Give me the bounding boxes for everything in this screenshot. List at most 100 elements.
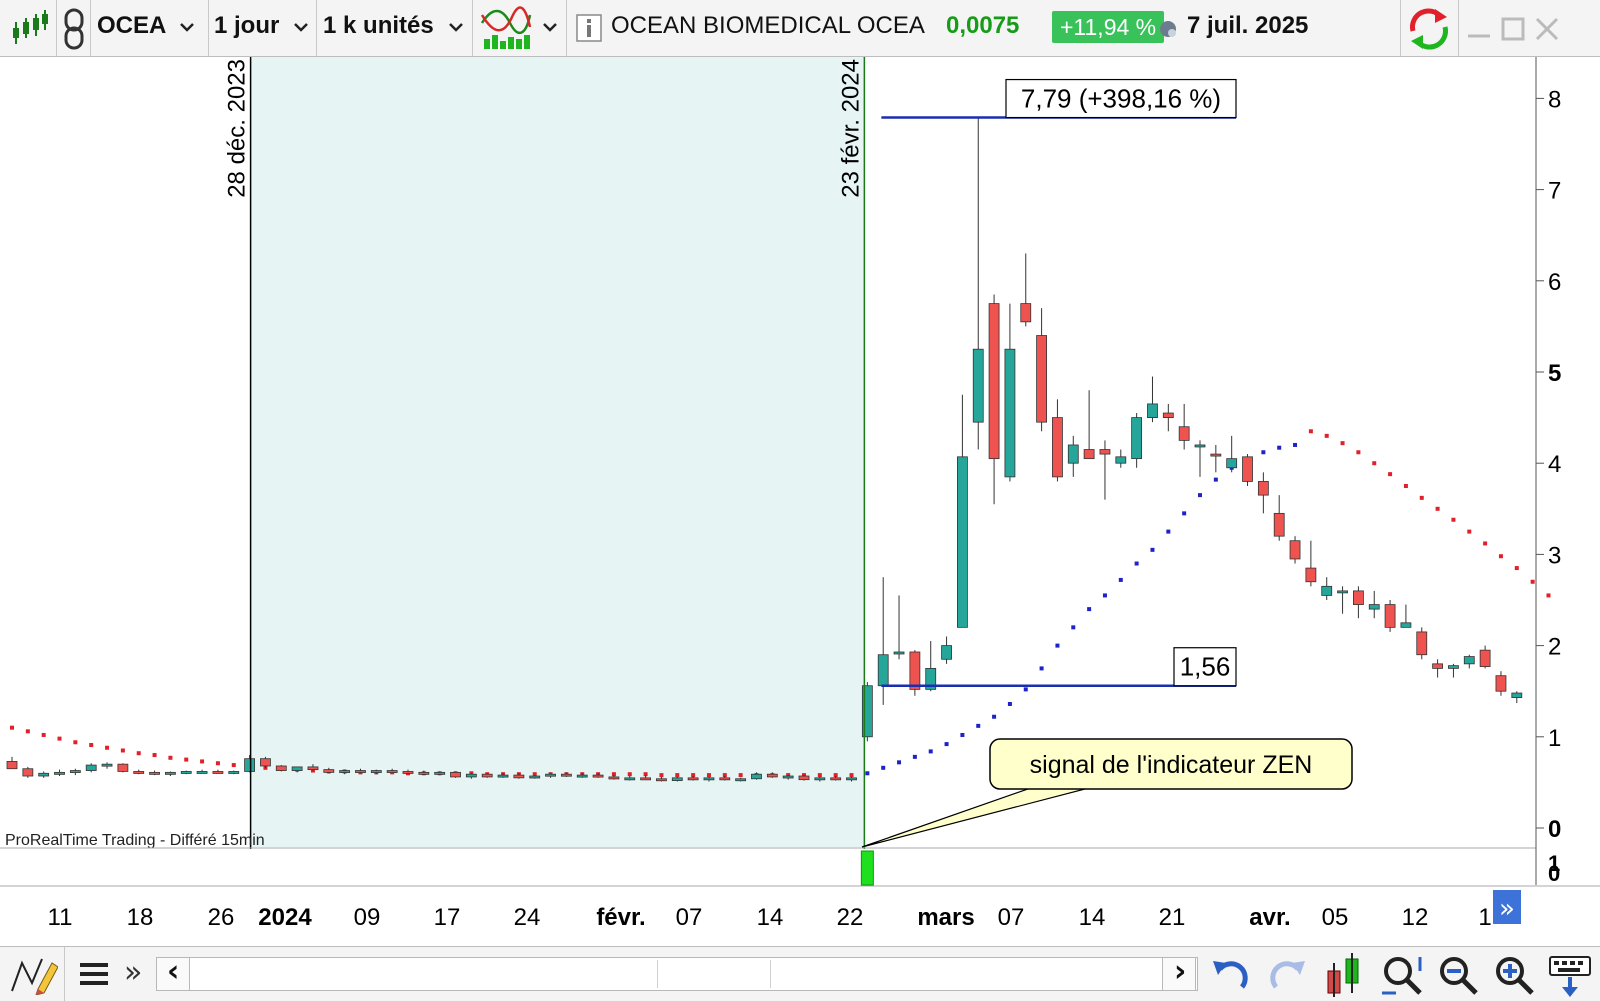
indicator-panel[interactable] — [0, 849, 1536, 885]
candle[interactable] — [1448, 663, 1459, 678]
chevron-down-icon[interactable] — [292, 14, 310, 40]
candle[interactable] — [814, 776, 826, 782]
candle[interactable] — [370, 769, 382, 775]
candle[interactable] — [1305, 540, 1317, 587]
zoom-in-icon[interactable] — [1492, 953, 1536, 997]
candle[interactable] — [798, 775, 810, 781]
candle[interactable] — [228, 770, 240, 775]
candle[interactable] — [1432, 659, 1443, 678]
candle[interactable] — [893, 595, 905, 660]
info-icon[interactable] — [576, 14, 602, 42]
candle[interactable] — [101, 762, 113, 769]
candle[interactable] — [1368, 590, 1380, 619]
candle[interactable] — [1479, 645, 1491, 669]
chevron-left-icon[interactable]: ‹ — [167, 954, 180, 989]
candle[interactable] — [513, 773, 525, 779]
redo-icon[interactable] — [1268, 953, 1306, 995]
candle[interactable] — [497, 773, 509, 778]
candle[interactable] — [671, 776, 683, 782]
link-chain-icon[interactable] — [60, 8, 88, 50]
candle[interactable] — [735, 777, 747, 782]
candle[interactable] — [1416, 627, 1428, 660]
candle[interactable] — [1052, 399, 1063, 482]
candle[interactable] — [957, 394, 968, 628]
chart-type-candles-icon[interactable] — [10, 8, 50, 48]
candle[interactable] — [117, 763, 129, 773]
candle[interactable] — [861, 682, 873, 742]
candle[interactable] — [751, 772, 762, 780]
chevron-right-icon[interactable]: › — [1174, 954, 1187, 989]
candle[interactable] — [719, 776, 731, 781]
candle[interactable] — [1384, 600, 1396, 632]
candle[interactable] — [640, 775, 651, 781]
drawing-pencil-icon[interactable] — [8, 953, 58, 995]
candle[interactable] — [481, 773, 493, 778]
candle[interactable] — [180, 770, 192, 775]
scrollbar-thumb[interactable] — [657, 960, 771, 988]
candle[interactable] — [212, 769, 224, 774]
candle[interactable] — [291, 766, 303, 773]
candle[interactable] — [260, 756, 271, 768]
candle[interactable] — [1242, 454, 1253, 486]
price-level-line[interactable]: 7,79 (+398,16 %) — [881, 78, 1237, 119]
candle[interactable] — [69, 768, 81, 776]
indicators-icon[interactable] — [480, 5, 532, 51]
candle[interactable] — [85, 763, 97, 773]
candle[interactable] — [402, 769, 414, 774]
candle[interactable] — [1131, 413, 1143, 468]
candle[interactable] — [38, 771, 50, 778]
candle[interactable] — [307, 764, 319, 771]
candle[interactable] — [1178, 403, 1190, 450]
candle[interactable] — [624, 776, 636, 781]
candle[interactable] — [1147, 376, 1158, 423]
candle[interactable] — [1495, 671, 1507, 696]
candle[interactable] — [1036, 308, 1047, 432]
candle[interactable] — [1353, 586, 1364, 619]
candle-tool-icon[interactable] — [1324, 953, 1368, 997]
candle[interactable] — [1083, 390, 1095, 460]
candle[interactable] — [1020, 253, 1032, 327]
candle[interactable] — [339, 769, 351, 775]
candle[interactable] — [196, 769, 208, 774]
candle[interactable] — [1115, 449, 1127, 468]
candle[interactable] — [1226, 435, 1238, 473]
scroll-left-button[interactable]: ‹ — [156, 954, 190, 991]
candle[interactable] — [925, 641, 937, 692]
refresh-icon[interactable] — [1405, 5, 1453, 51]
units-selector[interactable]: 1 k unités — [323, 12, 434, 39]
scroll-right-button[interactable]: › — [1162, 954, 1196, 991]
candle[interactable] — [434, 771, 446, 776]
candle[interactable] — [133, 769, 145, 775]
candle[interactable] — [545, 773, 556, 778]
chevron-down-icon[interactable] — [178, 14, 196, 40]
candle[interactable] — [275, 765, 287, 772]
maximize-icon[interactable] — [1500, 16, 1526, 42]
time-axis[interactable] — [0, 887, 1600, 945]
candle[interactable] — [1257, 472, 1269, 514]
candle[interactable] — [22, 766, 34, 778]
candle[interactable] — [1337, 586, 1348, 614]
keyboard-icon[interactable] — [1548, 953, 1592, 997]
candle[interactable] — [972, 117, 984, 450]
candle[interactable] — [529, 775, 541, 779]
close-icon[interactable] — [1534, 16, 1560, 42]
candle[interactable] — [1194, 440, 1206, 477]
candle[interactable] — [323, 767, 335, 774]
candle[interactable] — [687, 776, 699, 781]
candle[interactable] — [1099, 440, 1111, 500]
candle[interactable] — [54, 769, 65, 777]
price-chart[interactable]: 28 déc. 2023 23 févr. 2024 7,79 (+398,16… — [0, 57, 1600, 945]
candle[interactable] — [465, 773, 477, 779]
candle[interactable] — [386, 768, 398, 773]
zoom-out-icon[interactable] — [1436, 953, 1480, 997]
candle[interactable] — [1210, 444, 1222, 473]
candle[interactable] — [576, 773, 588, 778]
price-level-line[interactable]: 1,56 — [881, 647, 1237, 687]
callout-box[interactable] — [989, 738, 1353, 790]
candle[interactable] — [6, 756, 18, 770]
candle[interactable] — [608, 775, 620, 780]
candle[interactable] — [244, 755, 256, 773]
zoom-fit-icon[interactable] — [1380, 953, 1424, 997]
candle[interactable] — [766, 772, 778, 778]
candle[interactable] — [1004, 303, 1016, 482]
